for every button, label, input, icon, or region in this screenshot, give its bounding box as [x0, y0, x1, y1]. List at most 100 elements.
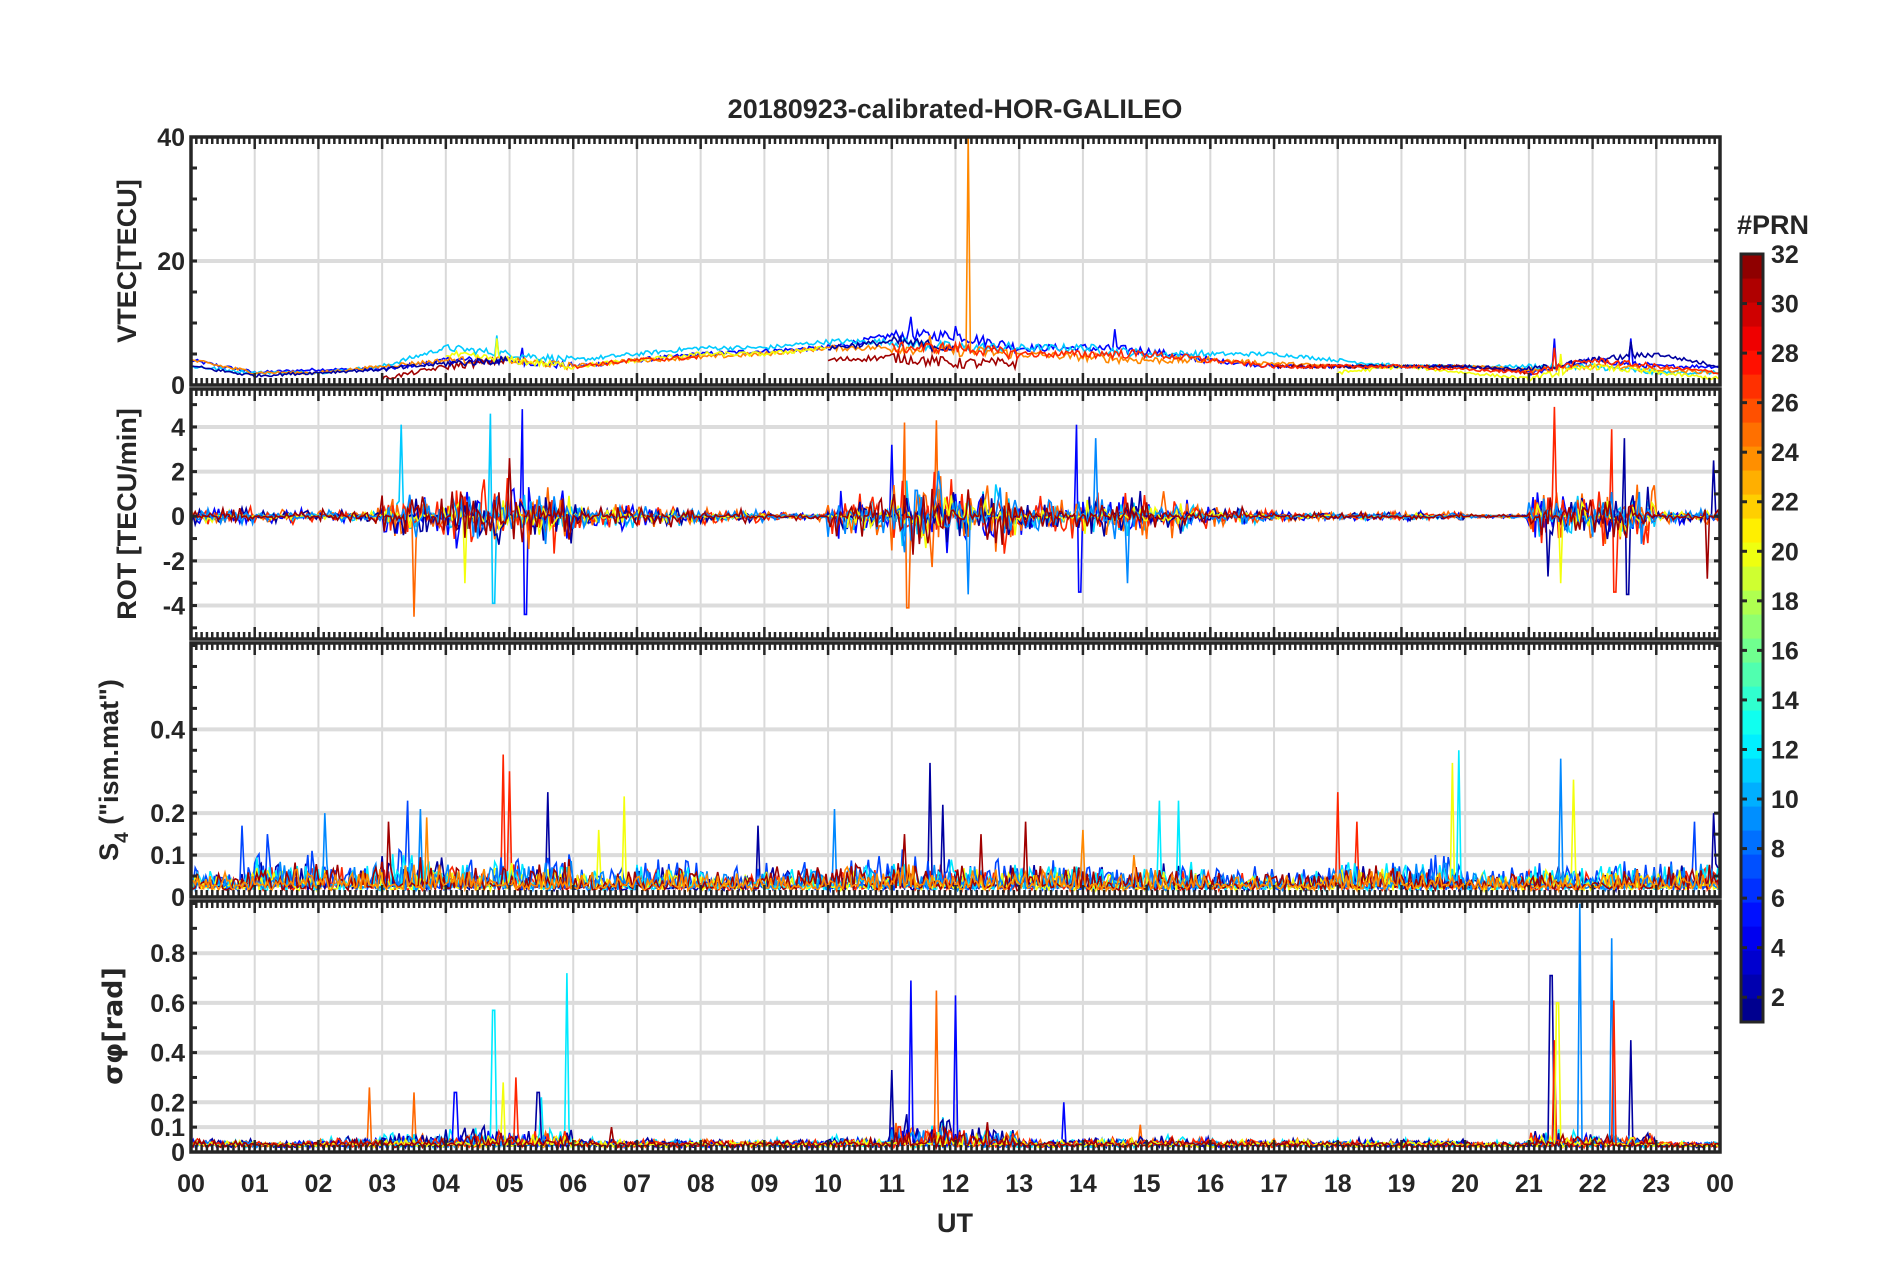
x-tick-label: 21	[1515, 1170, 1543, 1198]
colorbar-tick-label: 4	[1771, 935, 1785, 963]
colorbar-band	[1741, 302, 1763, 327]
colorbar-tick-label: 30	[1771, 291, 1799, 319]
x-tick-label: 03	[368, 1170, 396, 1198]
colorbar-band	[1741, 422, 1763, 447]
colorbar-band	[1741, 734, 1763, 759]
y-tick-label: -2	[163, 548, 185, 576]
colorbar-band	[1741, 998, 1763, 1023]
x-tick-label: 09	[750, 1170, 778, 1198]
colorbar-band	[1741, 254, 1763, 279]
x-tick-label: 23	[1642, 1170, 1670, 1198]
colorbar-band	[1741, 806, 1763, 831]
colorbar-frame	[1739, 252, 1765, 1024]
x-tick-label: 11	[879, 1170, 906, 1198]
colorbar-band	[1741, 494, 1763, 519]
x-tick-label: 06	[559, 1170, 587, 1198]
x-tick-label: 20	[1451, 1170, 1479, 1198]
panel-sigma: 00.10.2 0.4 0.6 0.8	[150, 899, 1722, 1167]
colorbar-band	[1741, 782, 1763, 807]
colorbar-band	[1741, 758, 1763, 783]
y-tick-label: 0.2	[150, 1089, 185, 1117]
colorbar-band	[1741, 926, 1763, 951]
x-tick-label: 04	[432, 1170, 460, 1198]
x-tick-label: 16	[1196, 1170, 1224, 1198]
x-tick-label: 19	[1388, 1170, 1416, 1198]
colorbar-band	[1741, 278, 1763, 303]
colorbar-band	[1741, 902, 1763, 927]
x-tick-label: 00	[177, 1170, 205, 1198]
y-axis-label: S4 ("ism.mat")	[94, 679, 133, 861]
x-tick-label: 15	[1133, 1170, 1161, 1198]
x-tick-label: 08	[687, 1170, 715, 1198]
series-line-prn-31	[827, 352, 1018, 372]
colorbar-tick-label: 24	[1771, 439, 1799, 467]
y-tick-label: 0.8	[150, 940, 185, 968]
colorbar-band	[1741, 638, 1763, 663]
colorbar-tick-label: 8	[1771, 836, 1785, 864]
x-tick-label: 17	[1260, 1170, 1288, 1198]
colorbar-band	[1741, 614, 1763, 639]
x-tick-label: 12	[942, 1170, 970, 1198]
colorbar-band	[1741, 326, 1763, 351]
colorbar-band	[1741, 878, 1763, 903]
colorbar-band	[1741, 950, 1763, 975]
y-tick-label: 0.2	[150, 800, 185, 828]
y-label-part: S	[94, 843, 124, 861]
y-tick-label: -4	[163, 593, 185, 621]
y-tick-label: 20	[157, 248, 185, 276]
colorbar-band	[1741, 686, 1763, 711]
colorbar-band	[1741, 974, 1763, 999]
series-line-prn-27	[572, 354, 700, 370]
x-axis-label: UT	[937, 1208, 973, 1238]
x-tick-label: 22	[1579, 1170, 1607, 1198]
series-group	[191, 137, 1720, 383]
y-axis-label: VTEC[TECU]	[112, 179, 142, 343]
y-tick-label: 0.4	[150, 1040, 185, 1068]
colorbar-tick-label: 12	[1771, 736, 1799, 764]
x-tick-labels: 00 01 02 03 04 05 06 07 08 09 10 11 12 13 14 15 16 17 18 19…	[177, 1170, 1734, 1198]
colorbar-band	[1741, 566, 1763, 591]
colorbar-tick-label: 14	[1771, 687, 1799, 715]
colorbar-band	[1741, 470, 1763, 495]
colorbar-band	[1741, 854, 1763, 879]
y-tick-label: 0	[171, 503, 185, 531]
panel-s4: 0 0.1 0.2 0.4 S4 ("ism.mat")	[94, 641, 1722, 912]
x-tick-label: 00	[1706, 1170, 1734, 1198]
colorbar-band	[1741, 662, 1763, 687]
series-line-prn-31	[191, 458, 1720, 579]
colorbar-band	[1741, 590, 1763, 615]
colorbar-tick-label: 6	[1771, 885, 1785, 913]
y-tick-label: 0	[171, 372, 185, 400]
colorbar-band	[1741, 374, 1763, 399]
series-line-prn-27	[891, 340, 1720, 376]
series-line-prn-2	[828, 334, 955, 353]
panel-vtec: 0 20 40 VTEC[TECU]	[112, 124, 1722, 400]
y-tick-label: 2	[171, 459, 185, 487]
series-group	[191, 406, 1720, 617]
colorbar-band	[1741, 350, 1763, 375]
colorbar-band	[1741, 518, 1763, 543]
x-tick-label: 02	[305, 1170, 333, 1198]
y-label-subscript: 4	[112, 832, 133, 843]
colorbar-tick-label: 26	[1771, 390, 1799, 418]
y-tick-label: 0	[171, 1139, 185, 1167]
panel-rot: -4 -2 0 2 4 ROT [TECU/min]	[112, 387, 1722, 641]
y-axis-label-sigma-phi: σφ[rad]	[98, 967, 129, 1085]
x-tick-label: 18	[1324, 1170, 1352, 1198]
colorbar-tick-label: 22	[1771, 489, 1799, 517]
x-tick-label: 05	[496, 1170, 524, 1198]
y-tick-label: 0.1	[150, 1114, 185, 1142]
x-tick-label: 13	[1005, 1170, 1033, 1198]
y-tick-label: 0.4	[150, 716, 185, 744]
x-tick-label: 07	[623, 1170, 651, 1198]
colorbar-band	[1741, 398, 1763, 423]
colorbar-tick-label: 32	[1771, 241, 1799, 269]
series-line-prn-2	[191, 355, 509, 378]
colorbar-band	[1741, 446, 1763, 471]
colorbar-tick-label: 28	[1771, 340, 1799, 368]
colorbar-band	[1741, 542, 1763, 567]
x-tick-label: 10	[814, 1170, 842, 1198]
